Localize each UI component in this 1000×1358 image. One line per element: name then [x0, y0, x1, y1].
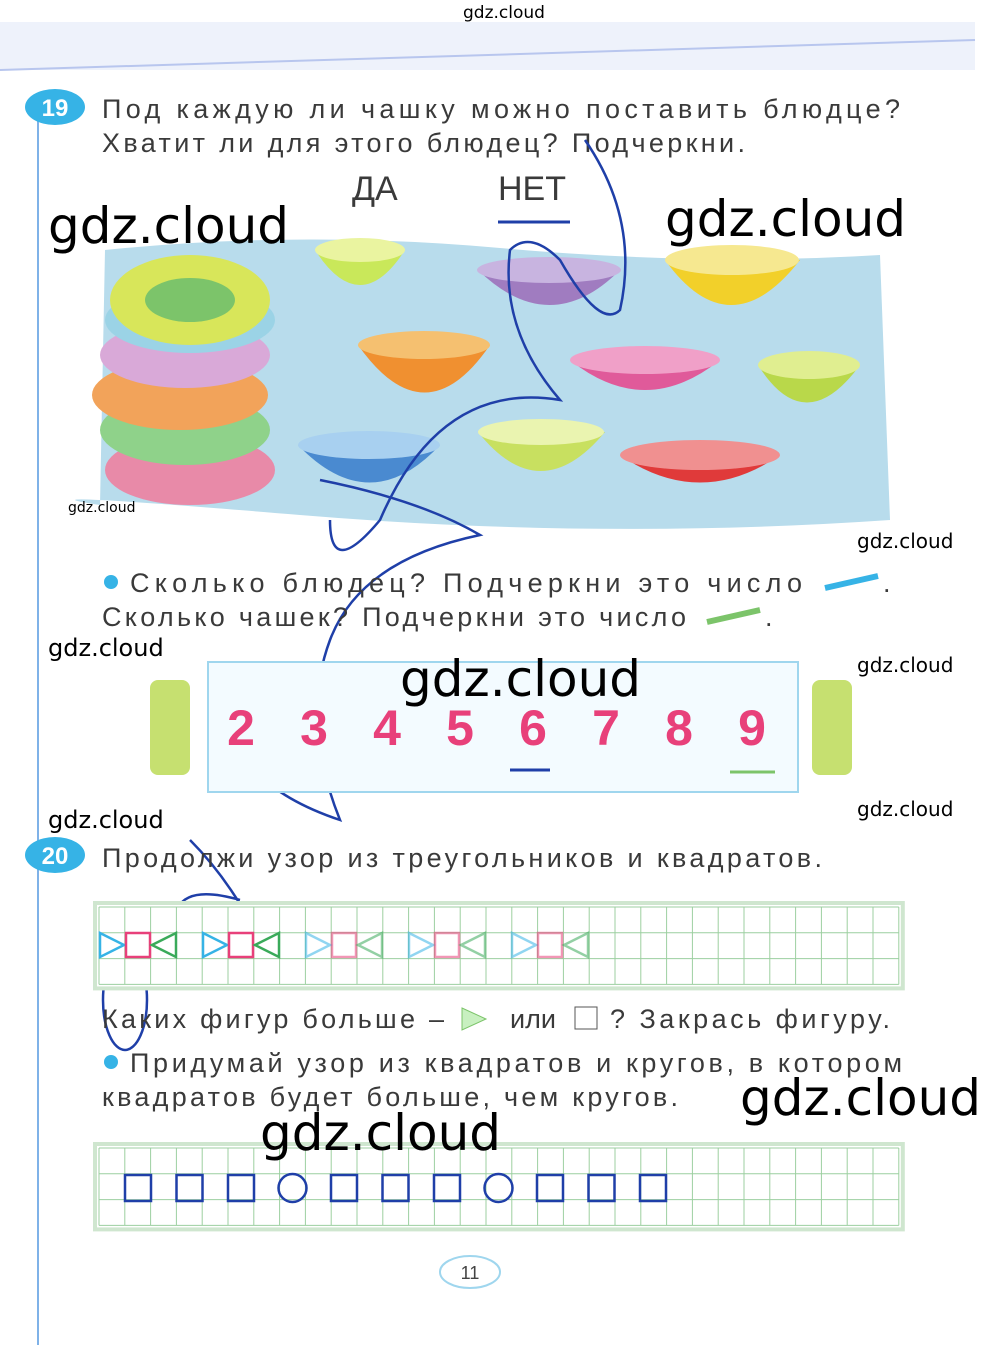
triangle-icon: [461, 1007, 488, 1031]
question-text: Сколько чашек? Подчеркни это число: [102, 602, 686, 632]
square: [587, 1173, 616, 1203]
watermark: gdz.cloud: [48, 197, 289, 255]
watermark: gdz.cloud: [857, 797, 953, 821]
square: [432, 1173, 462, 1203]
task-number: 19: [42, 95, 69, 122]
header-band: [0, 22, 975, 70]
square: [381, 1173, 410, 1203]
triangle: [407, 930, 436, 960]
grid: [93, 1142, 905, 1232]
question-text: или: [510, 1004, 556, 1034]
number: 4: [373, 700, 401, 756]
grid: [93, 901, 905, 991]
number: 3: [300, 700, 328, 756]
task-badge: [25, 89, 85, 125]
question-end: .: [883, 568, 891, 598]
pencil-character: [150, 680, 190, 775]
grid-frame: [93, 901, 905, 991]
number: 2: [227, 700, 255, 756]
watermark: gdz.cloud: [48, 806, 164, 834]
triangle: [510, 930, 539, 960]
pencil-icon: [706, 607, 761, 625]
pencil-icon: [824, 573, 879, 591]
triangle: [98, 930, 127, 960]
square: [123, 1173, 153, 1203]
grid-frame: [93, 1142, 905, 1232]
cups: [298, 238, 860, 483]
page-badge: [439, 1255, 501, 1289]
square: [226, 1173, 256, 1203]
question-text: ? Закрась фигуру.: [610, 1004, 890, 1034]
watermark: gdz.cloud: [48, 634, 164, 662]
number: 7: [592, 700, 620, 756]
watermarks: gdz.cloud gdz.cloud gdz.cloud gdz.cloud gdz.…: [48, 3, 981, 1162]
watermark: gdz.cloud: [740, 1069, 981, 1127]
watermark: gdz.cloud: [260, 1104, 501, 1162]
watermark: gdz.cloud: [68, 500, 135, 516]
watermark: gdz.cloud: [400, 650, 641, 708]
plates: [92, 255, 275, 505]
option: НЕТ: [498, 170, 566, 208]
circle: [483, 1172, 514, 1204]
question-text: Сколько блюдец? Подчеркни это число: [130, 568, 802, 598]
square: [638, 1173, 668, 1203]
task-text: Хватит ли для этого блюдец? Подчеркни.: [102, 128, 745, 158]
triangle: [458, 930, 487, 960]
question-text: Каких фигур больше –: [102, 1004, 444, 1034]
square: [535, 1173, 565, 1203]
triangle: [355, 930, 384, 960]
bullet: [104, 1055, 118, 1069]
triangle: [561, 930, 590, 960]
watermark: gdz.cloud: [665, 190, 906, 248]
task-text: Под каждую ли чашку можно поставить блюд…: [102, 94, 900, 124]
bullet: [104, 575, 118, 589]
option: ДА: [352, 170, 398, 208]
bullet-text: квадратов будет больше, чем кругов.: [102, 1082, 678, 1112]
page-number: 11: [461, 1263, 480, 1283]
task-badge: [25, 837, 85, 873]
circle: [277, 1172, 308, 1204]
watermark: gdz.cloud: [857, 529, 953, 553]
number: 9: [738, 700, 766, 756]
triangle: [149, 930, 178, 960]
bullet-text: Придумай узор из квадратов и кругов, в к…: [130, 1048, 902, 1078]
triangle: [304, 930, 333, 960]
triangle: [252, 930, 281, 960]
square-icon: [574, 1006, 598, 1030]
number: 5: [446, 700, 474, 756]
task-text: Продолжи узор из треугольников и квадрат…: [102, 843, 822, 873]
header-line: [0, 39, 976, 71]
square: [175, 1173, 204, 1203]
number: 6: [519, 700, 547, 756]
watermark: gdz.cloud: [857, 653, 953, 677]
watermark: gdz.cloud: [463, 3, 545, 23]
number-strip: [207, 661, 799, 793]
question-end: .: [765, 602, 773, 632]
pencil-character: [812, 680, 852, 775]
square: [329, 1173, 359, 1203]
triangle: [201, 930, 230, 960]
number: 8: [665, 700, 693, 756]
task-number: 20: [42, 843, 69, 870]
